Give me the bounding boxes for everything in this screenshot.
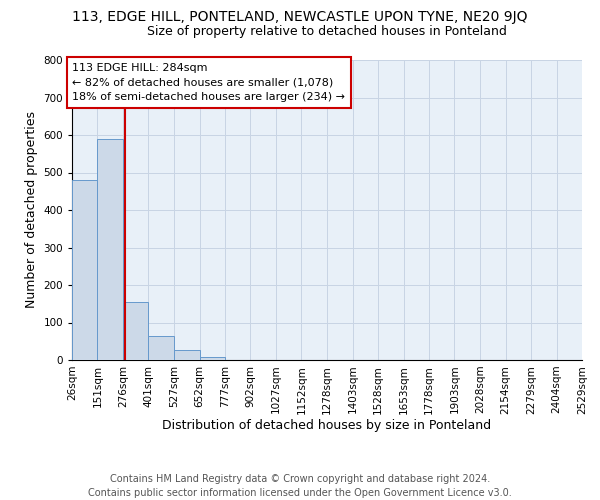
Bar [72, 180, 97, 360]
Title: Size of property relative to detached houses in Ponteland: Size of property relative to detached ho… [147, 25, 507, 38]
Text: 113, EDGE HILL, PONTELAND, NEWCASTLE UPON TYNE, NE20 9JQ: 113, EDGE HILL, PONTELAND, NEWCASTLE UPO… [72, 10, 528, 24]
X-axis label: Distribution of detached houses by size in Ponteland: Distribution of detached houses by size … [163, 419, 491, 432]
Bar [174, 350, 200, 360]
Text: Contains HM Land Registry data © Crown copyright and database right 2024.
Contai: Contains HM Land Registry data © Crown c… [88, 474, 512, 498]
Y-axis label: Number of detached properties: Number of detached properties [25, 112, 38, 308]
Bar [200, 357, 225, 360]
Bar [123, 302, 148, 360]
Bar [97, 138, 123, 360]
Bar [148, 336, 174, 360]
Text: 113 EDGE HILL: 284sqm
← 82% of detached houses are smaller (1,078)
18% of semi-d: 113 EDGE HILL: 284sqm ← 82% of detached … [73, 62, 346, 102]
